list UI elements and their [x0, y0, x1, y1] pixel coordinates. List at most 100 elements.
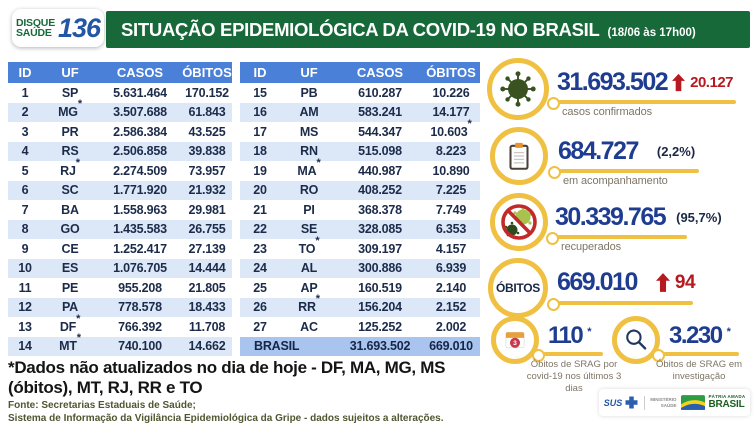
stat-underline	[663, 352, 739, 356]
table-cell-id: 15	[253, 85, 267, 100]
monitoring-value: 684.727	[558, 137, 639, 165]
table-cell-casos: 328.085	[358, 222, 402, 237]
source-lines: Fonte: Secretarias Estaduais de Saúde; S…	[8, 399, 444, 423]
brasil-logo: PÁTRIA AMADA BRASIL	[681, 395, 745, 410]
table-cell-casos: 300.886	[358, 261, 402, 276]
table-cell-id: 8	[21, 222, 29, 237]
table-row: 24 AL 300.886 6.939	[240, 258, 480, 278]
obitos-circle: ÓBITOS	[488, 258, 548, 318]
underline-ring	[546, 232, 559, 245]
table-cell-casos: 1.435.583	[113, 222, 167, 237]
table-cell-casos: 1.252.417	[113, 241, 167, 256]
brasil-logo-text: PÁTRIA AMADA BRASIL	[708, 395, 745, 410]
table-cell-obitos: 6.939	[435, 261, 467, 276]
table-cell-id: 23	[253, 241, 267, 256]
table-cell-uf: PA	[61, 300, 79, 315]
stat-deaths: 669.010 94	[557, 268, 696, 297]
header-timestamp: (18/06 às 17h00)	[607, 26, 696, 39]
table-cell-id: 6	[21, 183, 29, 198]
source-line-1: Fonte: Secretarias Estaduais de Saúde;	[8, 400, 196, 411]
table-cell-uf: RS	[61, 144, 79, 159]
table-cell-casos: 740.100	[118, 339, 162, 354]
up-arrow-icon	[672, 73, 686, 92]
table-cell-id: 24	[253, 261, 267, 276]
table-body-right: 15 PB 610.287 10.226 16 AM 583.241 14.177 17 MS 54…	[240, 83, 480, 337]
table-cell-id: 5	[21, 163, 29, 178]
monitoring-label: em acompanhamento	[563, 175, 668, 187]
table-cell-id: 27	[253, 319, 267, 334]
table-cell-casos: 544.347	[358, 124, 402, 139]
underline-ring	[548, 166, 561, 179]
table-row: 13 DF* 766.392 11.708	[8, 312, 232, 337]
column-header-id: ID	[18, 65, 32, 80]
badge-number: 136	[58, 12, 101, 43]
disque-saude-badge: DISQUE SAÚDE 136	[12, 9, 104, 47]
table-cell-obitos: 21.805	[188, 280, 226, 295]
table-cell-obitos: 29.981	[188, 202, 226, 217]
table-cell-obitos: 11.708	[188, 319, 226, 334]
source-line-2: Sistema de Informação da Vigilância Epid…	[8, 413, 444, 423]
srag-deaths-label: Óbitos de SRAG por covid-19 nos últimos …	[526, 359, 622, 394]
brasil-flag-icon	[681, 395, 706, 410]
table-cell-obitos: 14.444	[188, 261, 226, 276]
table-row: 19 MA* 440.987 10.890	[240, 157, 480, 181]
table-row: 3 PR 2.586.384 43.525	[8, 122, 232, 142]
table-cell-casos: 515.098	[358, 144, 402, 159]
stat-monitoring: 684.727 (2,2%)	[558, 137, 695, 166]
ministry-line1: MINISTÉRIO	[650, 397, 677, 403]
table-cell-uf: PR	[61, 124, 79, 139]
table-row: 1 SP 5.631.464 170.152	[8, 83, 232, 103]
stat-underline	[557, 235, 687, 239]
total-label: BRASIL	[254, 339, 300, 354]
table-cell-uf: AL	[300, 261, 318, 276]
table-cell-obitos: 39.838	[188, 144, 226, 159]
recovered-value: 30.339.765	[555, 203, 667, 231]
column-header-casos: CASOS	[356, 65, 404, 80]
confirmed-label: casos confirmados	[562, 106, 653, 118]
badge-line2: SAÚDE	[15, 27, 52, 39]
srag-investigation-label: Óbitos de SRAG em investigação	[655, 359, 743, 382]
table-cell-id: 7	[21, 202, 29, 217]
table-cell-id: 9	[21, 241, 29, 256]
table-cell-id: 1	[21, 85, 29, 100]
table-cell-obitos: 2.002	[435, 319, 467, 334]
table-cell-uf: RR*	[298, 293, 320, 315]
table-row: 20 RO 408.252 7.225	[240, 180, 480, 200]
underline-ring	[547, 298, 560, 311]
logos-bar: SUS MINISTÉRIO SAÚDE PÁTRIA AMADA BRASIL	[599, 389, 750, 416]
table-cell-casos: 3.507.688	[113, 105, 167, 120]
sus-logo: SUS	[604, 395, 640, 410]
table-row: 16 AM 583.241 14.177	[240, 102, 480, 122]
table-cell-uf: SP	[61, 85, 79, 100]
table-cell-obitos: 2.140	[435, 280, 467, 295]
table-row: 4 RS 2.506.858 39.838	[8, 141, 232, 161]
confirmed-value: 31.693.502	[557, 68, 669, 96]
stat-underline	[543, 352, 603, 356]
table-cell-uf: AM	[299, 105, 319, 120]
underline-ring	[547, 97, 560, 110]
up-arrow-icon	[655, 273, 670, 292]
table-cell-obitos: 73.957	[188, 163, 226, 178]
table-row: 8 GO 1.435.583 26.755	[8, 219, 232, 239]
table-row: 17 MS 544.347 10.603*	[240, 118, 480, 142]
table-cell-casos: 583.241	[358, 105, 402, 120]
column-header-uf: UF	[61, 65, 79, 80]
header-banner: SITUAÇÃO EPIDEMIOLÓGICA DA COVID-19 NO B…	[106, 11, 750, 48]
deaths-value: 669.010	[557, 268, 638, 296]
table-cell-uf: RN	[300, 144, 318, 159]
table-cell-uf: SC	[61, 183, 79, 198]
table-cell-obitos: 7.749	[435, 202, 467, 217]
obitos-circle-label: ÓBITOS	[496, 281, 540, 295]
table-row: 14 MT* 740.100 14.662	[8, 332, 232, 356]
table-cell-id: 26	[253, 300, 267, 315]
table-cell-uf: RO	[299, 183, 319, 198]
calendar-badge-number: 3	[513, 340, 517, 347]
table-cell-uf: MT*	[59, 332, 81, 354]
table-cell-obitos: 14.662	[188, 339, 226, 354]
table-cell-casos: 408.252	[358, 183, 402, 198]
underline-ring	[652, 349, 665, 362]
table-row: 15 PB 610.287 10.226	[240, 83, 480, 103]
table-cell-casos: 125.252	[358, 319, 402, 334]
search-icon	[612, 316, 660, 364]
table-cell-uf: DF*	[59, 312, 81, 334]
